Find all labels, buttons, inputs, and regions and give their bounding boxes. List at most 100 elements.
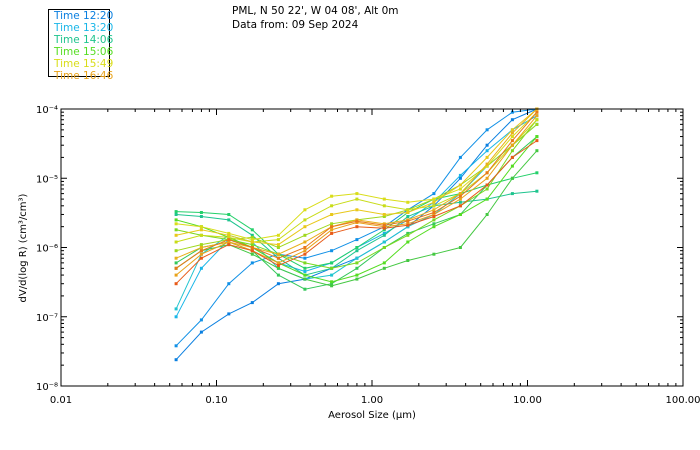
data-point xyxy=(303,246,307,249)
data-point xyxy=(330,213,334,216)
data-point xyxy=(382,266,386,270)
data-point xyxy=(174,249,178,253)
data-point xyxy=(382,246,386,249)
data-point xyxy=(535,149,539,153)
station-title: PML, N 50 22', W 04 08', Alt 0m xyxy=(232,5,399,17)
data-point xyxy=(174,256,178,260)
data-point xyxy=(535,189,539,193)
data-point xyxy=(535,118,539,122)
data-point xyxy=(227,282,231,286)
data-point xyxy=(432,215,436,218)
data-point xyxy=(485,213,489,216)
data-point xyxy=(458,204,462,208)
data-point xyxy=(174,315,178,319)
data-point xyxy=(432,213,436,216)
data-point xyxy=(382,215,386,218)
series-layer xyxy=(174,107,539,362)
data-point xyxy=(382,213,386,216)
data-point xyxy=(458,187,462,191)
x-tick-label: 0.01 xyxy=(50,395,72,406)
legend-item: Time 15:06 xyxy=(54,46,114,58)
data-point xyxy=(458,197,462,201)
data-point xyxy=(330,204,334,208)
data-point xyxy=(458,173,462,177)
data-point xyxy=(355,249,359,253)
data-point xyxy=(382,231,386,235)
data-point xyxy=(227,235,231,239)
data-point xyxy=(535,135,539,139)
data-point xyxy=(485,143,489,147)
data-point xyxy=(174,344,178,348)
data-point xyxy=(382,204,386,208)
data-point xyxy=(510,139,514,143)
series-line xyxy=(175,115,538,318)
data-point xyxy=(382,240,386,244)
data-point xyxy=(382,226,386,230)
data-point xyxy=(199,252,203,256)
y-tick-label: 10⁻⁷ xyxy=(36,313,58,324)
data-point xyxy=(276,243,280,247)
data-point xyxy=(303,249,307,253)
data-point xyxy=(330,273,334,277)
data-point xyxy=(303,225,307,229)
data-point xyxy=(330,228,334,232)
data-point xyxy=(485,171,489,175)
data-point xyxy=(250,243,254,247)
data-point xyxy=(250,261,254,265)
data-point xyxy=(432,211,436,214)
data-point xyxy=(485,183,489,187)
data-point xyxy=(199,233,203,237)
data-point xyxy=(250,235,254,239)
data-point xyxy=(250,233,254,237)
data-point xyxy=(330,225,334,229)
data-point xyxy=(330,266,334,270)
data-point xyxy=(355,246,359,249)
data-point xyxy=(535,122,539,126)
data-point xyxy=(199,246,203,249)
data-point xyxy=(330,284,334,288)
data-point xyxy=(406,219,410,223)
data-point xyxy=(485,149,489,153)
data-point xyxy=(276,246,280,249)
data-point xyxy=(510,143,514,147)
data-point xyxy=(227,218,231,222)
data-point xyxy=(227,240,231,244)
data-point xyxy=(303,208,307,212)
data-point xyxy=(276,282,280,286)
x-tick-label: 1.00 xyxy=(361,395,383,406)
data-point xyxy=(174,210,178,214)
data-point xyxy=(174,282,178,286)
data-point xyxy=(355,277,359,281)
data-point xyxy=(276,252,280,256)
data-point xyxy=(510,192,514,196)
data-point xyxy=(458,183,462,187)
plot-frame xyxy=(60,108,684,387)
data-point xyxy=(250,249,254,253)
data-point xyxy=(432,197,436,201)
y-axis-label: dV/d(log R) (cm³/cm³) xyxy=(18,193,29,302)
data-point xyxy=(227,213,231,216)
data-point xyxy=(303,233,307,237)
data-point xyxy=(432,200,436,204)
data-point xyxy=(432,225,436,229)
data-point xyxy=(510,149,514,153)
data-point xyxy=(330,194,334,198)
data-point xyxy=(510,128,514,132)
data-point xyxy=(458,200,462,204)
data-point xyxy=(199,318,203,322)
data-point xyxy=(303,240,307,244)
data-point xyxy=(199,249,203,253)
data-point xyxy=(485,128,489,132)
data-point xyxy=(406,208,410,212)
data-point xyxy=(330,222,334,226)
data-point xyxy=(199,225,203,229)
legend-item: Time 14:06 xyxy=(54,34,114,46)
data-point xyxy=(432,218,436,222)
data-point xyxy=(458,192,462,196)
data-point xyxy=(330,282,334,286)
data-point xyxy=(406,200,410,204)
data-point xyxy=(458,194,462,198)
data-point xyxy=(510,164,514,168)
data-point xyxy=(382,223,386,227)
